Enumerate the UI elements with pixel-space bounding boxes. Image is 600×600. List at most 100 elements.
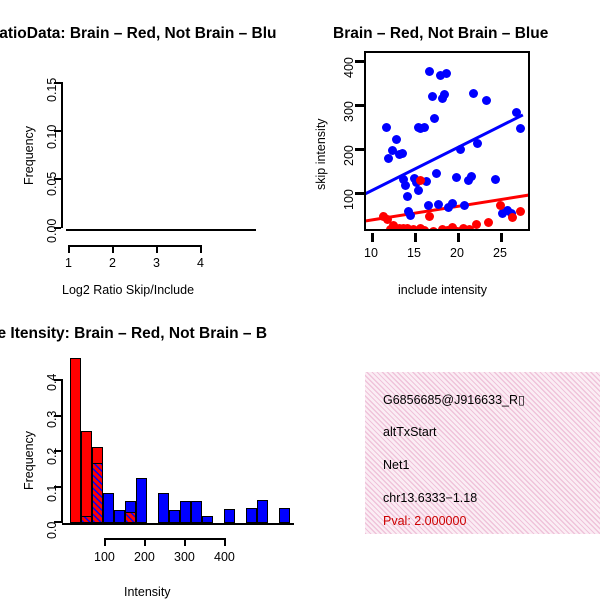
scatter-xtick-mark-3 bbox=[500, 233, 503, 242]
scatter-point-not-brain bbox=[430, 114, 439, 123]
intensity-xaxis-line bbox=[62, 523, 294, 526]
bar-intensity-19 bbox=[279, 508, 290, 523]
ratio-xaxis-tickbar bbox=[68, 245, 202, 248]
intensity-xtick-2: 300 bbox=[174, 550, 195, 564]
panel-intensity-histogram: ne Itensity: Brain – Red, Not Brain – B … bbox=[0, 300, 300, 600]
ratio-ytick-0: 0.00 bbox=[45, 218, 59, 243]
scatter-point-brain bbox=[416, 176, 425, 185]
scatter-point-not-brain bbox=[473, 139, 482, 148]
panel-info: G6856685@J916633_R▯ altTxStart Net1 chr1… bbox=[300, 300, 600, 600]
scatter-ytick-2: 300 bbox=[342, 101, 356, 122]
scatter-point-brain bbox=[443, 226, 452, 229]
scatter-point-not-brain bbox=[444, 203, 453, 212]
ratio-ytick-mark-3 bbox=[54, 82, 61, 85]
intensity-ytick-mark-0 bbox=[54, 521, 61, 524]
scatter-point-not-brain bbox=[432, 169, 441, 178]
scatter-point-brain bbox=[508, 213, 517, 222]
scatter-point-not-brain bbox=[414, 186, 423, 195]
bar-intensity-5-overlap bbox=[125, 512, 136, 523]
scatter-point-not-brain bbox=[469, 89, 478, 98]
scatter-point-not-brain bbox=[482, 96, 491, 105]
bar-intensity-12 bbox=[202, 516, 213, 523]
scatter-point-not-brain bbox=[442, 69, 451, 78]
scatter-ytick-3: 400 bbox=[342, 57, 356, 78]
scatter-xtick-mark-0 bbox=[371, 233, 374, 242]
scatter-point-brain bbox=[410, 229, 419, 231]
scatter-point-not-brain bbox=[448, 199, 457, 208]
scatter-ytick-mark-0 bbox=[355, 192, 364, 195]
ratio-xtick-mark-3 bbox=[200, 245, 203, 253]
scatter-point-brain bbox=[429, 227, 438, 229]
panel-intensity-scatter: Brain – Red, Not Brain – Blue skip inten… bbox=[300, 0, 600, 300]
scatter-point-not-brain bbox=[414, 123, 423, 132]
ratio-xtick-2: 3 bbox=[153, 256, 160, 270]
scatter-point-brain bbox=[400, 229, 409, 231]
ratio-xtick-3: 4 bbox=[197, 256, 204, 270]
scatter-ytick-0: 100 bbox=[342, 189, 356, 210]
scatter-point-not-brain bbox=[398, 149, 407, 158]
ratio-ytick-1: 0.05 bbox=[45, 171, 59, 196]
scatter-point-brain bbox=[465, 225, 474, 229]
intensity-ytick-4: 0.4 bbox=[45, 373, 59, 391]
scatter-point-brain bbox=[448, 223, 457, 229]
bar-intensity-9 bbox=[169, 510, 180, 523]
bar-intensity-17 bbox=[257, 500, 268, 523]
scatter-point-brain bbox=[389, 221, 398, 229]
scatter-point-not-brain bbox=[460, 201, 469, 210]
scatter-point-not-brain bbox=[388, 146, 397, 155]
bar-intensity-1 bbox=[81, 431, 92, 523]
scatter-point-not-brain bbox=[440, 90, 449, 99]
scatter-point-brain bbox=[459, 224, 468, 229]
bar-intensity-8 bbox=[158, 493, 169, 523]
intensity-ytick-mark-4 bbox=[54, 379, 61, 382]
intensity-histogram-ylabel: Frequency bbox=[22, 430, 36, 490]
scatter-ytick-mark-1 bbox=[355, 148, 364, 151]
scatter-xlabel: include intensity bbox=[398, 283, 487, 297]
info-line-pval: Pval: 2.000000 bbox=[383, 514, 467, 528]
bar-intensity-11 bbox=[191, 501, 202, 523]
scatter-point-brain bbox=[472, 220, 481, 229]
scatter-title: Brain – Red, Not Brain – Blue bbox=[333, 25, 549, 42]
scatter-point-not-brain bbox=[498, 209, 507, 218]
intensity-histogram-xlabel: Intensity bbox=[124, 585, 171, 599]
bar-intensity-6 bbox=[136, 478, 147, 523]
ratio-xtick-1: 2 bbox=[109, 256, 116, 270]
ratio-ytick-mark-0 bbox=[54, 226, 61, 229]
scatter-point-brain bbox=[422, 229, 431, 231]
ratio-ytick-mark-2 bbox=[54, 130, 61, 133]
intensity-ytick-mark-1 bbox=[54, 485, 61, 488]
scatter-point-not-brain bbox=[392, 135, 401, 144]
scatter-point-brain bbox=[453, 227, 462, 229]
scatter-ytick-1: 200 bbox=[342, 145, 356, 166]
scatter-point-brain bbox=[516, 207, 525, 216]
scatter-point-brain bbox=[391, 229, 400, 231]
bar-intensity-10 bbox=[180, 501, 191, 523]
intensity-xaxis-tickbar bbox=[104, 538, 224, 541]
ratio-xtick-mark-1 bbox=[112, 245, 115, 253]
scatter-xtick-0: 10 bbox=[364, 246, 378, 260]
scatter-point-brain bbox=[420, 226, 429, 229]
scatter-ytick-mark-3 bbox=[355, 60, 364, 63]
scatter-point-brain bbox=[496, 201, 505, 210]
scatter-point-brain bbox=[394, 230, 403, 231]
scatter-point-not-brain bbox=[512, 108, 521, 117]
scatter-point-brain bbox=[438, 225, 447, 229]
scatter-point-not-brain bbox=[434, 200, 443, 209]
ratio-histogram-ylabel: Frequency bbox=[22, 125, 36, 185]
intensity-ytick-0: 0.0 bbox=[45, 521, 59, 539]
scatter-ytick-mark-2 bbox=[355, 104, 364, 107]
scatter-point-not-brain bbox=[516, 124, 525, 133]
scatter-point-not-brain bbox=[424, 201, 433, 210]
info-line-locus: chr13.6333−1.18 bbox=[383, 491, 478, 505]
ratio-xtick-mark-0 bbox=[68, 245, 71, 253]
scatter-point-brain bbox=[402, 230, 411, 231]
scatter-point-not-brain bbox=[401, 181, 410, 190]
scatter-point-not-brain bbox=[382, 123, 391, 132]
ratio-histogram-xlabel: Log2 Ratio Skip/Include bbox=[62, 283, 195, 297]
bar-intensity-3 bbox=[103, 493, 114, 523]
intensity-xtick-mark-1 bbox=[144, 538, 147, 546]
scatter-point-not-brain bbox=[467, 172, 476, 181]
scatter-point-not-brain bbox=[436, 71, 445, 80]
scatter-xtick-2: 20 bbox=[450, 246, 464, 260]
scatter-point-brain bbox=[425, 212, 434, 221]
